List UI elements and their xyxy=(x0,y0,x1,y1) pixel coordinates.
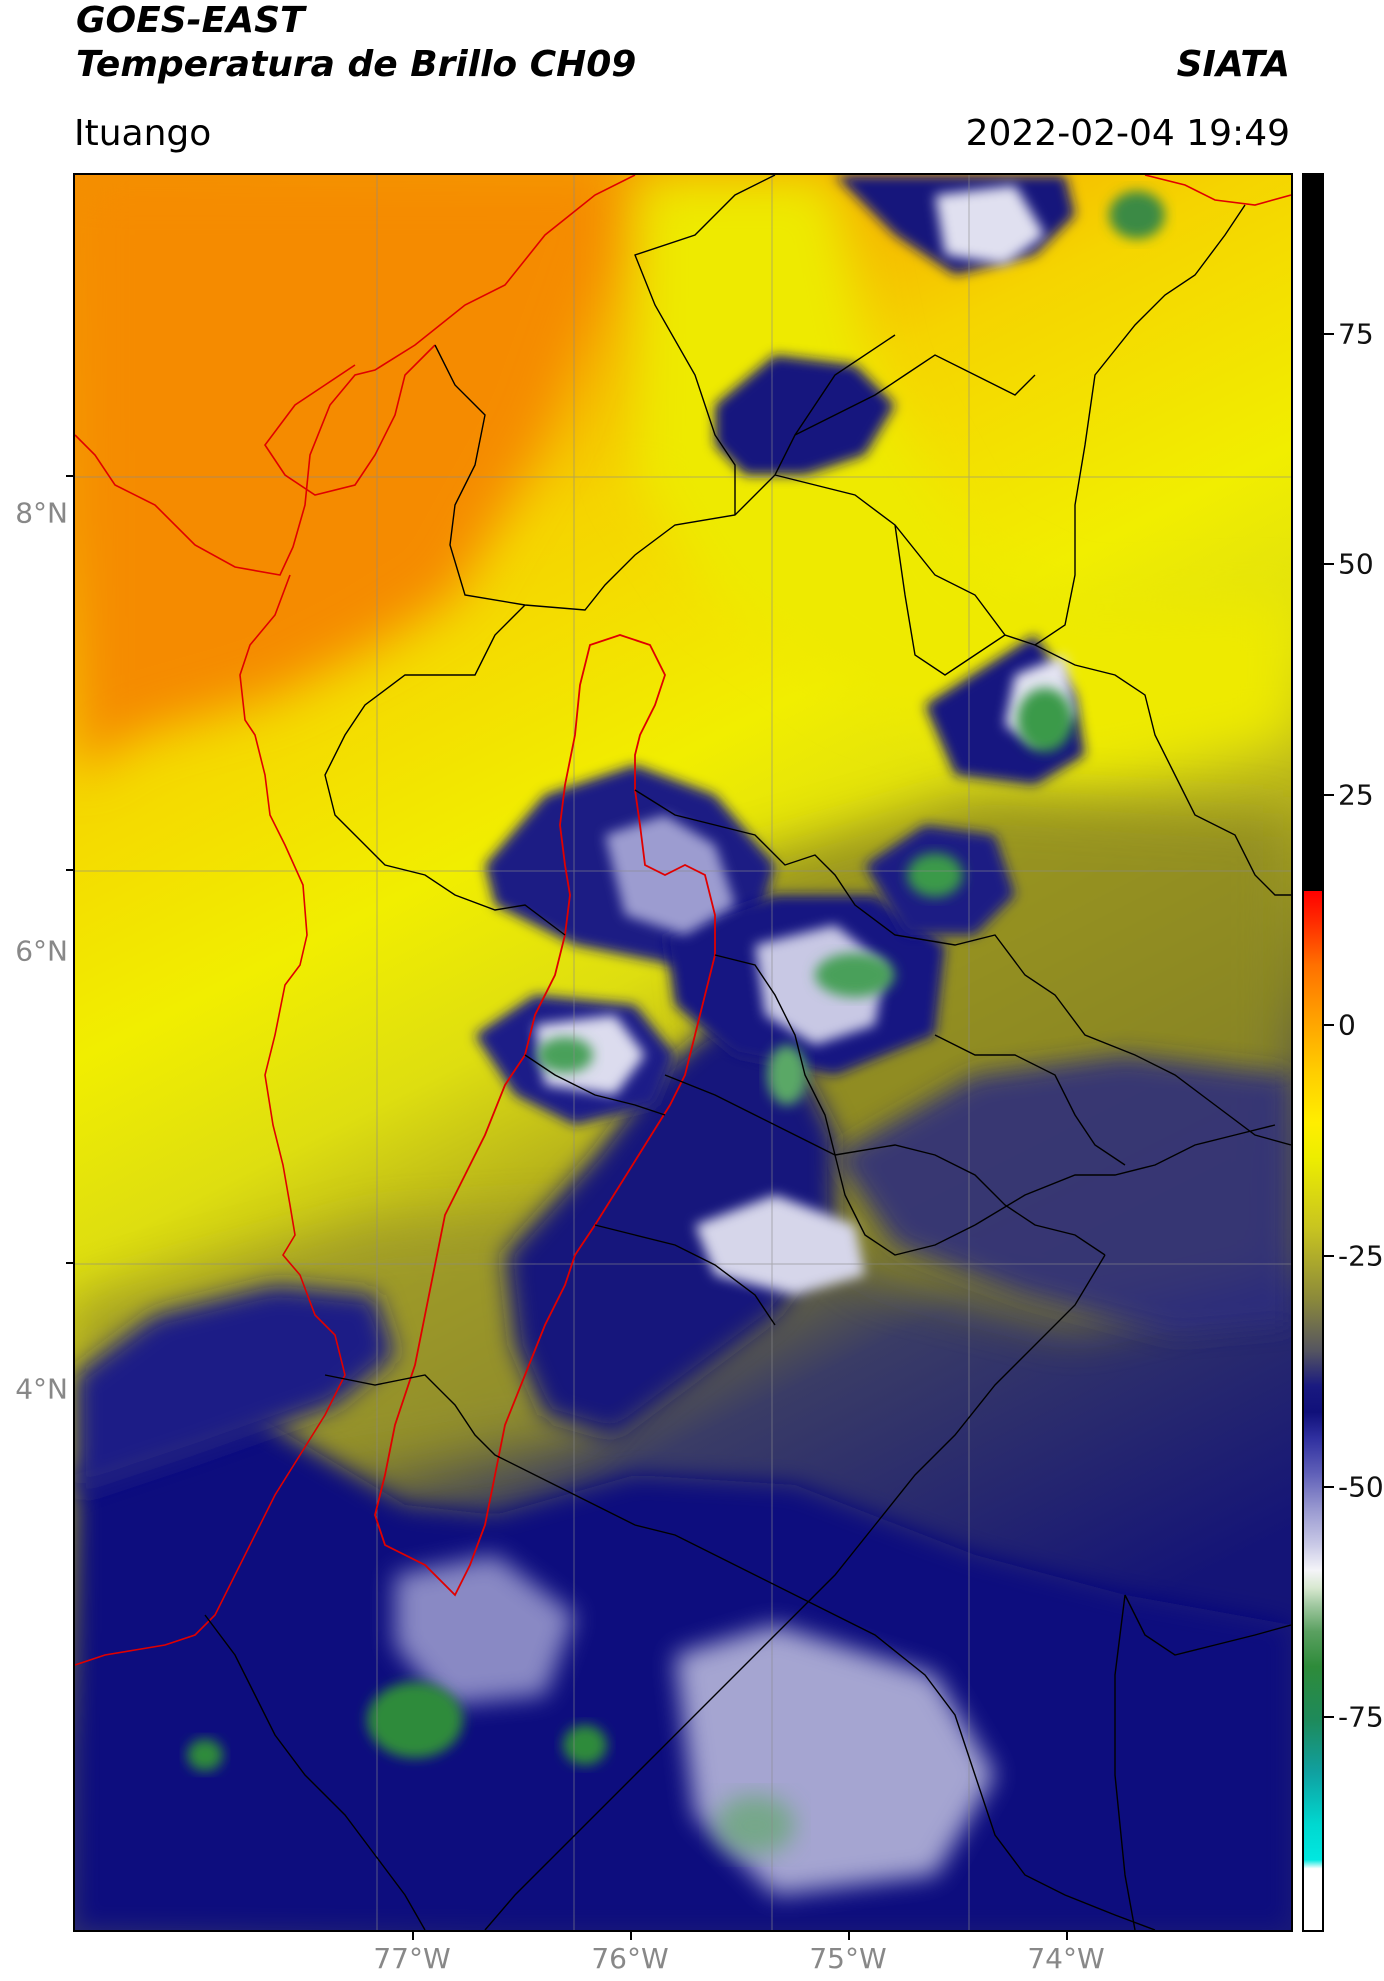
lon-label-76W: 76°W xyxy=(591,1942,669,1975)
cold-core-6 xyxy=(815,953,895,997)
brightness-temperature-map xyxy=(73,173,1293,1932)
lat-label-4N: 4°N xyxy=(15,1372,68,1406)
lon-label-77W: 77°W xyxy=(373,1942,451,1975)
cold-core-2 xyxy=(187,1739,223,1771)
brand-label: SIATA xyxy=(1176,44,1290,85)
lon-tick xyxy=(1066,1932,1068,1940)
cloud-top-light-1 xyxy=(605,815,735,935)
cold-core-4 xyxy=(1017,688,1073,752)
colorbar-label-75: 75 xyxy=(1338,317,1374,351)
lon-tick xyxy=(848,1932,850,1940)
colorbar-tick xyxy=(1324,1486,1334,1488)
cloud-top-light-8 xyxy=(935,185,1045,265)
colorbar-label-50: 50 xyxy=(1338,547,1374,581)
lon-tick xyxy=(412,1932,414,1940)
lat-label-6N: 6°N xyxy=(15,934,68,968)
cold-core-9 xyxy=(1109,191,1165,239)
datetime-label: 2022-02-04 19:49 xyxy=(965,113,1290,154)
cold-core-10 xyxy=(715,1795,795,1855)
cloud-top-light-5 xyxy=(395,1555,575,1705)
lat-tick xyxy=(66,869,74,871)
colorbar xyxy=(1302,173,1324,1932)
department-borders xyxy=(204,175,1291,1930)
colorbar-label-25: 25 xyxy=(1338,778,1374,812)
cold-core-5 xyxy=(907,853,963,897)
title-line-1: GOES-EAST xyxy=(76,0,305,41)
basin-outline xyxy=(374,634,716,1597)
yellow-band xyxy=(635,175,1291,775)
lat-tick xyxy=(66,475,74,477)
coastline-gulf xyxy=(264,344,436,496)
cold-core-7 xyxy=(537,1037,593,1073)
lat-tick xyxy=(66,1262,74,1264)
colorbar-tick xyxy=(1324,1024,1334,1026)
region-label: Ituango xyxy=(74,113,212,154)
colorbar-tick xyxy=(1324,563,1334,565)
cold-core-3 xyxy=(563,1725,607,1765)
colorbar-label-minus75: -75 xyxy=(1338,1700,1384,1734)
colorbar-label-0: 0 xyxy=(1338,1008,1356,1042)
lon-label-74W: 74°W xyxy=(1027,1942,1105,1975)
lon-label-75W: 75°W xyxy=(809,1942,887,1975)
colorbar-label-minus25: -25 xyxy=(1338,1239,1384,1273)
title-line-2: Temperatura de Brillo CH09 xyxy=(76,44,637,85)
cold-core-8 xyxy=(767,1045,807,1105)
lat-label-8N: 8°N xyxy=(15,496,68,530)
colorbar-tick xyxy=(1324,1255,1334,1257)
coastline-northeast xyxy=(1144,175,1291,206)
cold-cloud-north xyxy=(715,355,895,475)
colorbar-label-minus50: -50 xyxy=(1338,1470,1384,1504)
lon-tick xyxy=(630,1932,632,1940)
colorbar-tick xyxy=(1324,794,1334,796)
colorbar-tick xyxy=(1324,333,1334,335)
cloud-top-light-3 xyxy=(695,1195,865,1295)
coastline xyxy=(75,175,636,1666)
cold-cloud-central xyxy=(505,1025,835,1435)
cold-cloud-southwest xyxy=(75,1285,395,1495)
cold-cloud-east xyxy=(835,1055,1291,1335)
colorbar-tick xyxy=(1324,1716,1334,1718)
cold-core-1 xyxy=(367,1682,463,1758)
map-canvas xyxy=(75,175,1291,1930)
warm-region xyxy=(75,175,635,775)
